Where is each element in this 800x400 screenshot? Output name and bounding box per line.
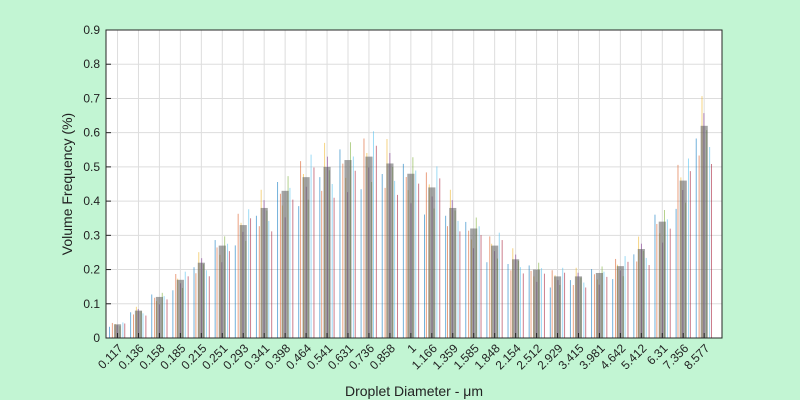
bar [574,276,583,338]
bar-series [108,96,713,338]
bar [239,225,247,338]
bar [700,125,708,338]
y-tick-label: 0.6 [83,126,100,140]
y-tick-label: 0.4 [83,194,100,208]
bar [616,266,624,338]
bar [512,259,520,338]
bar [260,207,268,338]
bar [176,279,184,338]
plot-frame [105,29,723,339]
bar [281,190,289,338]
bar [449,207,457,338]
bar [658,221,666,338]
bar [365,156,373,338]
bar [428,187,436,338]
bar [533,269,541,338]
x-axis-title: Droplet Diameter - μm [345,383,483,399]
bar [637,249,645,338]
bar [323,166,331,338]
bar [386,163,394,338]
bar [134,310,143,338]
bar [302,177,310,338]
y-axis-ticks: 0 0.1 0.2 0.3 0.4 0.5 0.6 0.7 0.8 0.9 [83,23,111,345]
bar [470,228,478,338]
bar [679,180,687,338]
y-tick-label: 0.7 [83,91,100,105]
y-tick-label: 0.2 [83,263,100,277]
x-axis-ticks: 0.1170.1360.1580.1850.2150.2510.2930.341… [95,333,713,372]
y-tick-label: 0.1 [83,297,100,311]
bar [407,173,415,338]
y-tick-label: 0.8 [83,57,100,71]
bar [218,245,226,338]
y-tick-label: 0.3 [83,228,100,242]
bar [344,160,352,338]
bar [197,262,205,338]
bar [155,296,163,338]
y-tick-label: 0.5 [83,160,100,174]
y-axis-title: Volume Frequency (%) [59,113,75,255]
bar [595,272,603,338]
bar [553,276,562,338]
y-tick-label: 0 [93,331,100,345]
bar [491,245,499,338]
y-tick-label: 0.9 [83,23,100,37]
bar [113,324,122,338]
